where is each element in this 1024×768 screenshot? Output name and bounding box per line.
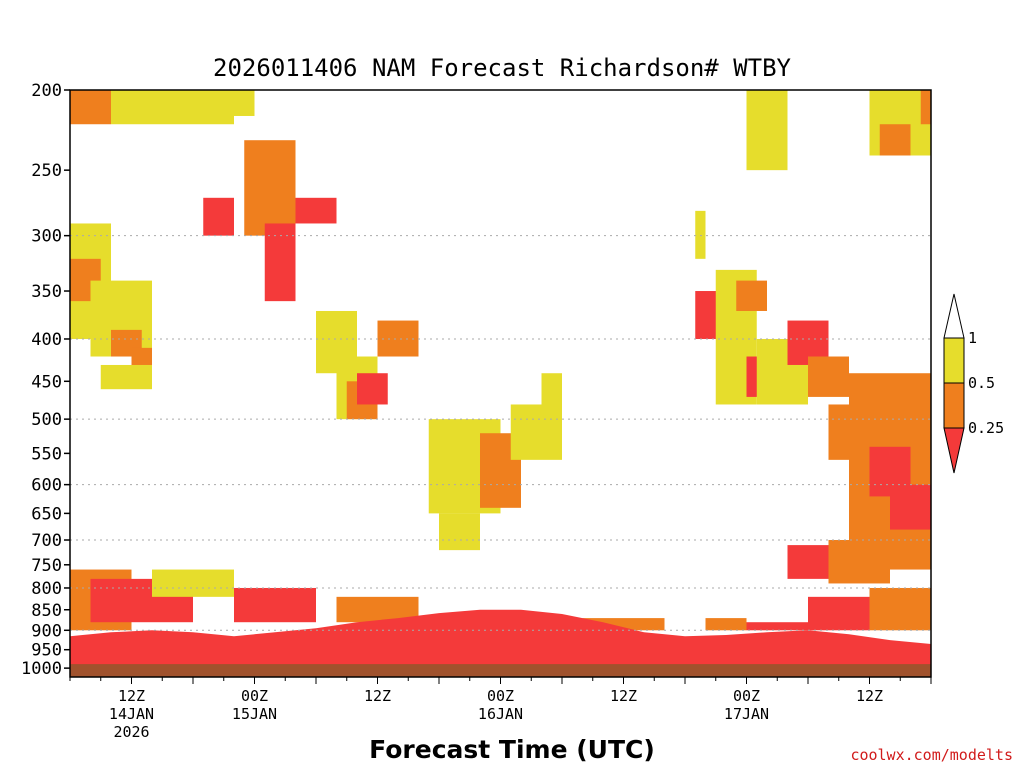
y-tick-label-400: 400 — [31, 330, 62, 350]
x-tick-label: 12Z — [364, 687, 391, 705]
y-tick-label-950: 950 — [31, 641, 62, 661]
x-tick-label: 14JAN — [109, 705, 154, 723]
ri-patch-21 — [541, 373, 562, 420]
ri-patch-10 — [244, 140, 296, 236]
ri-patch-40 — [828, 540, 890, 584]
x-tick-label: 00Z — [487, 687, 514, 705]
y-tick-label-200: 200 — [31, 81, 62, 101]
ri-patch-1 — [111, 90, 234, 125]
x-tick-label: 12Z — [856, 687, 883, 705]
ri-patch-9 — [203, 197, 234, 236]
y-tick-label-750: 750 — [31, 556, 62, 576]
y-tick-label-650: 650 — [31, 504, 62, 524]
y-tick-label-350: 350 — [31, 282, 62, 302]
ri-patch-17 — [377, 320, 419, 357]
y-tick-label-250: 250 — [31, 161, 62, 181]
y-tick-label-800: 800 — [31, 579, 62, 599]
y-tick-label-700: 700 — [31, 531, 62, 551]
legend-bin-0.5-1 — [943, 337, 965, 384]
ri-patch-34 — [890, 484, 931, 530]
x-tick-label: 00Z — [733, 687, 760, 705]
x-tick-label: 12Z — [610, 687, 637, 705]
y-tick-label-900: 900 — [31, 621, 62, 641]
x-tick-label: 16JAN — [478, 705, 523, 723]
ri-patch-38 — [746, 90, 788, 171]
y-tick-label-550: 550 — [31, 444, 62, 464]
ri-patch-44 — [234, 587, 316, 623]
ri-patch-50 — [869, 587, 931, 631]
x-tick-label: 15JAN — [232, 705, 277, 723]
y-tick-label-1000: 1000 — [21, 659, 62, 679]
colorbar-legend: 1 0.5 0.25 — [943, 293, 1004, 474]
y-tick-label-850: 850 — [31, 601, 62, 621]
legend-level-label: 0.5 — [968, 374, 995, 392]
x-tick-label: 00Z — [241, 687, 268, 705]
credit-text: coolwx.com/modelts — [850, 746, 1013, 764]
ri-patch-12 — [295, 197, 337, 224]
y-tick-label-300: 300 — [31, 227, 62, 247]
ri-patch-2 — [234, 90, 255, 116]
ri-patch-37 — [920, 90, 931, 125]
x-tick-label: 12Z — [118, 687, 145, 705]
ri-patch-36 — [879, 124, 911, 156]
plot-frame — [69, 89, 932, 678]
legend-bottom-arrow — [943, 427, 965, 474]
x-tick-label: 17JAN — [724, 705, 769, 723]
ri-patch-47 — [705, 618, 747, 631]
ri-patch-30 — [808, 356, 849, 397]
ri-patch-23 — [695, 210, 706, 259]
ri-patch-39 — [787, 545, 829, 579]
ri-patch-22 — [439, 513, 480, 551]
ri-patch-8 — [100, 364, 152, 390]
ri-patch-43 — [152, 569, 234, 597]
ground-band — [70, 664, 931, 677]
ri-patch-48 — [746, 622, 808, 631]
ri-patch-11 — [264, 223, 296, 302]
y-tick-label-500: 500 — [31, 410, 62, 430]
legend-level-label: 1 — [968, 329, 977, 347]
ri-patch-26 — [736, 280, 767, 311]
ri-patch-0 — [70, 90, 111, 125]
y-tick-label-450: 450 — [31, 372, 62, 392]
ri-patch-16 — [357, 373, 388, 405]
chart-title: 2026011406 NAM Forecast Richardson# WTBY — [213, 54, 792, 82]
legend-level-label: 0.25 — [968, 419, 1004, 437]
y-axis: 200 250 300 350 400 450 500 550 600 650 700 750 8008… — [21, 81, 70, 679]
y-tick-label-600: 600 — [31, 476, 62, 496]
ri-patch-49 — [808, 596, 870, 631]
legend-bin-0.25-0.5 — [943, 382, 965, 429]
x-axis-label: Forecast Time (UTC) — [369, 735, 655, 764]
low-ri-layer — [70, 609, 931, 677]
x-tick-label: 2026 — [113, 723, 149, 741]
plot-area — [70, 90, 931, 677]
